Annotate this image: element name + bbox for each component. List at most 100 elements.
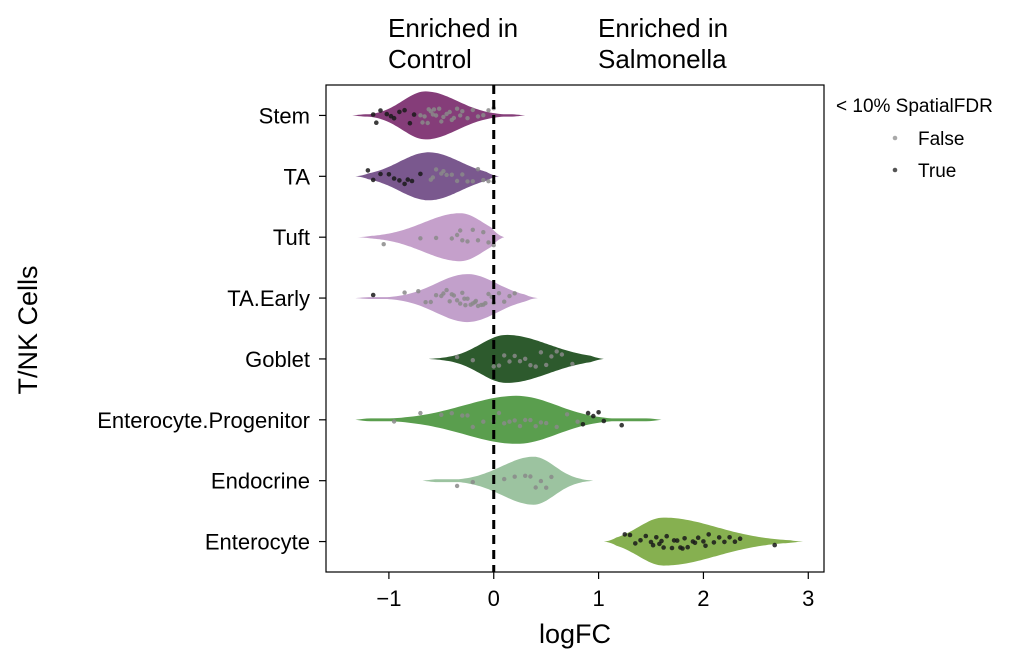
point-true [643, 533, 649, 539]
annotation-salmonella-line2: Salmonella [598, 44, 727, 74]
point-true [407, 120, 413, 126]
point-false [517, 423, 523, 429]
x-tick-label: −1 [376, 586, 401, 611]
point-false [460, 109, 465, 114]
point-false [470, 479, 475, 485]
point-false [486, 240, 491, 245]
point-false [437, 106, 442, 111]
point-false [554, 349, 559, 354]
point-false [502, 476, 507, 482]
point-true [580, 422, 586, 427]
point-false [486, 179, 491, 184]
point-false [441, 291, 446, 296]
point-true [397, 178, 402, 183]
violin-ta-early [355, 274, 538, 323]
y-tick-label: Stem [259, 103, 310, 128]
point-false [473, 298, 479, 304]
point-false [475, 167, 481, 172]
point-false [470, 424, 475, 430]
point-false [449, 172, 454, 177]
point-false [549, 474, 554, 480]
point-true [692, 540, 698, 546]
point-false [460, 238, 465, 243]
point-false [454, 483, 460, 489]
point-true [633, 541, 638, 546]
legend-marker-false [892, 135, 898, 141]
point-false [544, 362, 549, 368]
legend-label-true: True [918, 161, 956, 182]
point-false [523, 473, 528, 478]
point-false [559, 352, 565, 357]
point-false [425, 120, 430, 126]
point-true [374, 120, 379, 125]
point-false [533, 485, 538, 490]
point-false [402, 290, 407, 295]
point-false [444, 287, 449, 293]
legend-label-false: False [918, 129, 964, 150]
point-false [433, 235, 439, 241]
point-true [418, 171, 423, 177]
point-false [470, 227, 475, 232]
legend-title: < 10% SpatialFDR [836, 96, 993, 117]
point-false [441, 114, 446, 120]
point-false [528, 417, 533, 423]
legend: < 10% SpatialFDR False True [836, 96, 993, 182]
x-axis: −1 0 1 2 3 [376, 572, 814, 611]
point-false [454, 106, 460, 111]
x-tick-label: 2 [697, 586, 709, 611]
point-false [460, 290, 465, 295]
point-false [481, 419, 486, 424]
point-false [431, 107, 437, 112]
point-false [465, 296, 470, 301]
point-false [418, 236, 423, 241]
point-false [564, 412, 570, 417]
point-true [703, 543, 708, 549]
point-false [507, 419, 512, 424]
point-false [491, 243, 496, 248]
y-tick-label: Enterocyte.Progenitor [97, 408, 310, 433]
point-false [451, 115, 457, 121]
point-true [384, 111, 390, 117]
point-false [538, 420, 544, 425]
y-tick-label: Enterocyte [205, 530, 310, 555]
point-false [465, 116, 470, 121]
point-false [496, 363, 502, 368]
point-false [470, 358, 475, 363]
point-false [538, 478, 544, 484]
point-true [682, 536, 687, 541]
point-true [664, 533, 669, 539]
point-true [402, 181, 407, 187]
point-false [444, 172, 449, 178]
point-false [481, 113, 486, 118]
point-false [533, 364, 538, 369]
point-true [405, 177, 411, 182]
point-false [470, 107, 475, 113]
point-true [711, 540, 717, 545]
annotation-control: Enriched in Control [388, 13, 525, 74]
point-false [470, 179, 475, 184]
point-false [418, 410, 423, 416]
y-axis-label: T/NK Cells [13, 265, 43, 394]
point-true [370, 112, 376, 117]
point-false [523, 356, 528, 361]
point-true [619, 422, 624, 428]
point-true [727, 535, 732, 540]
point-false [449, 236, 454, 241]
point-false [512, 474, 517, 479]
point-true [657, 541, 662, 547]
point-true [370, 292, 376, 298]
point-false [454, 354, 460, 360]
point-false [433, 113, 439, 118]
point-false [428, 109, 433, 114]
point-true [591, 413, 596, 419]
point-true [601, 418, 607, 424]
point-true [386, 172, 392, 177]
point-true [669, 545, 675, 551]
point-true [661, 545, 666, 550]
point-false [475, 114, 481, 119]
point-false [458, 301, 463, 306]
point-false [463, 303, 468, 308]
violin-endocrine [422, 456, 594, 505]
point-false [528, 474, 533, 479]
